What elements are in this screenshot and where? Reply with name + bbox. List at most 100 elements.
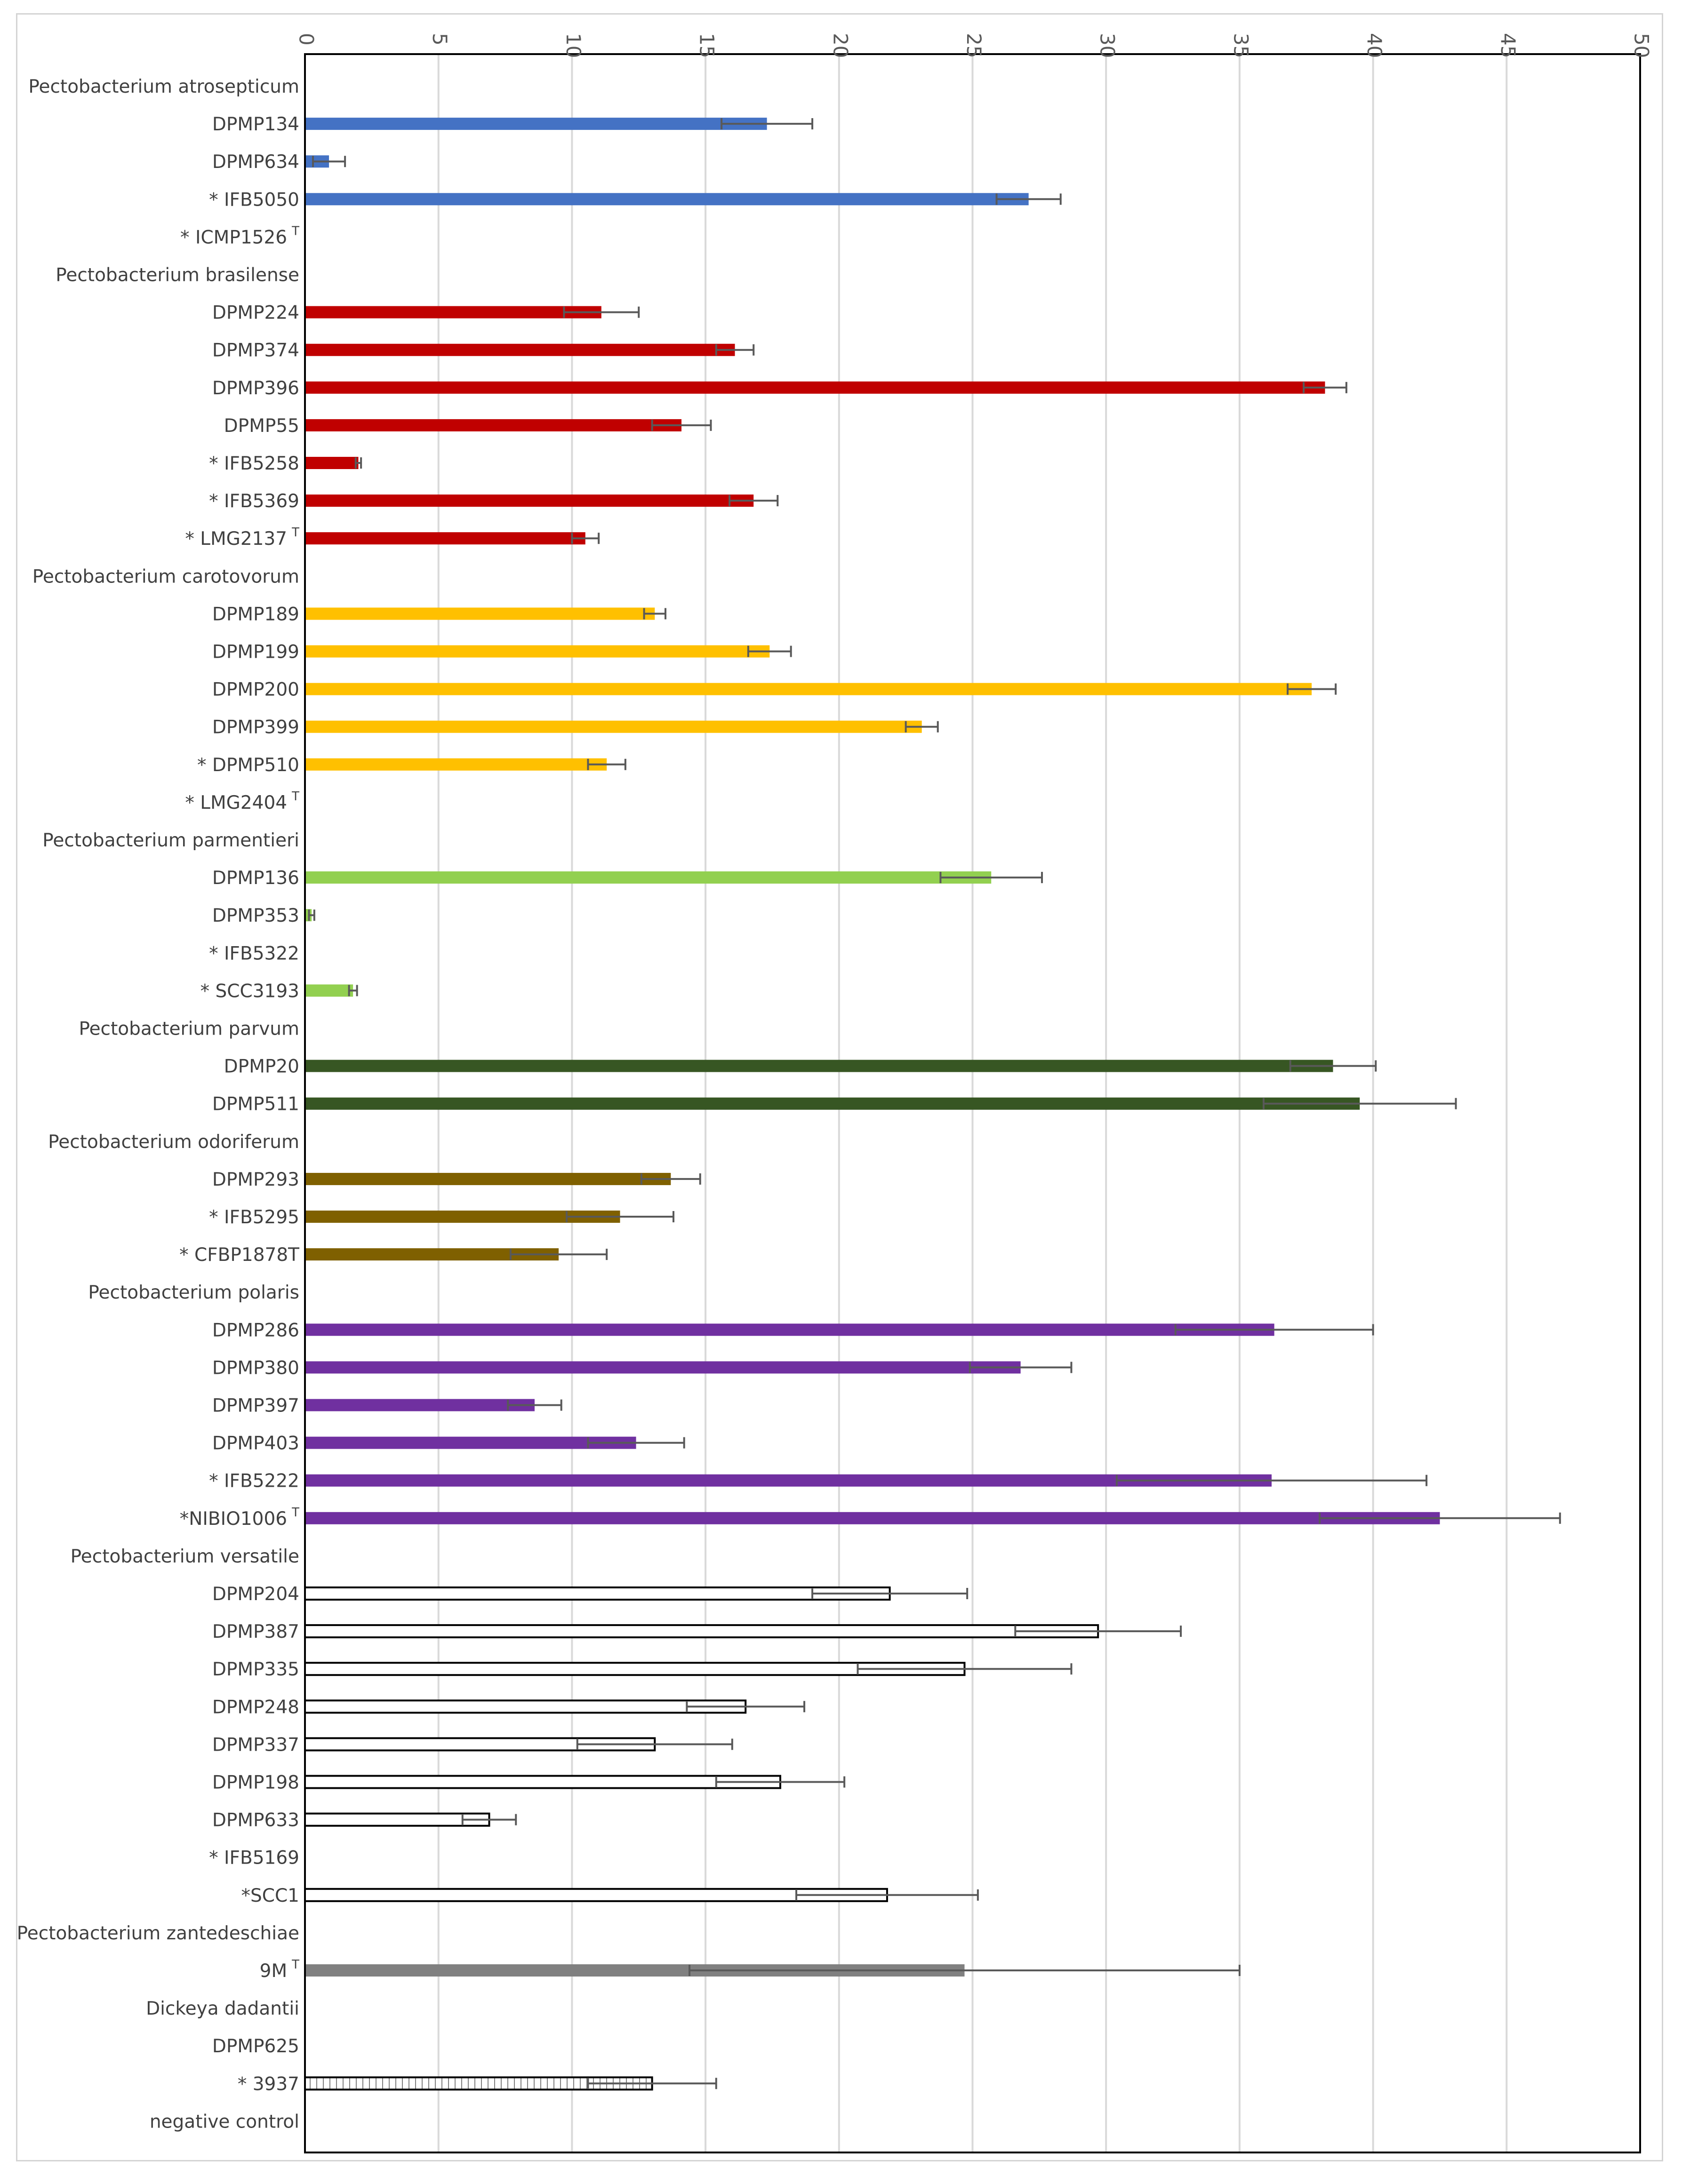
category-label: DPMP387	[212, 1621, 299, 1642]
x-tick-label: 20	[829, 33, 852, 58]
x-tick-label: 30	[1096, 33, 1119, 58]
x-tick-label: 10	[562, 33, 585, 58]
category-label: DPMP204	[212, 1584, 299, 1605]
bar	[305, 1512, 1440, 1524]
bar	[305, 1361, 1021, 1374]
category-label: DPMP399	[212, 717, 299, 738]
bar	[304, 1775, 781, 1789]
group-header-label: Pectobacterium parmentieri	[42, 830, 299, 851]
bar	[305, 1323, 1274, 1336]
group-header-label: Dickeya dadantii	[146, 1998, 299, 2019]
x-tick-label: 45	[1497, 33, 1520, 58]
category-label: * IFB5050	[209, 189, 299, 210]
category-label: DPMP396	[212, 378, 299, 399]
category-label: DPMP248	[212, 1697, 299, 1718]
bar	[305, 984, 353, 997]
category-label: *NIBIO1006 T	[180, 1506, 299, 1530]
x-tick-label: 40	[1363, 33, 1386, 58]
bar	[305, 118, 767, 130]
category-label: * IFB5295	[209, 1207, 299, 1228]
bar	[305, 457, 359, 469]
bar	[305, 683, 1312, 695]
category-label: DPMP337	[212, 1734, 299, 1755]
category-label: * IFB5222	[209, 1471, 299, 1492]
x-tick-label: 15	[696, 33, 719, 58]
category-label: DPMP380	[212, 1357, 299, 1379]
category-label: DPMP335	[212, 1659, 299, 1680]
bar	[305, 1172, 671, 1185]
category-label: * IFB5169	[209, 1848, 299, 1869]
bar	[305, 758, 607, 771]
group-header-label: Pectobacterium zantedeschiae	[17, 1923, 299, 1944]
bar	[305, 607, 655, 620]
bar	[305, 494, 754, 507]
category-label: * IFB5322	[209, 943, 299, 964]
category-label: DPMP353	[212, 905, 299, 926]
category-label: * 3937	[238, 2073, 299, 2095]
x-axis-tick-labels: 0 5 10 15 20 25 30 35 40 45 50	[295, 33, 1653, 58]
x-tick-label: 5	[428, 33, 451, 46]
category-label: DPMP134	[212, 114, 299, 135]
category-label: * LMG2404 T	[185, 789, 299, 813]
category-label: * IFB5369	[209, 491, 299, 512]
category-label: 9M T	[260, 1958, 299, 1982]
category-label: DPMP286	[212, 1320, 299, 1341]
bar	[305, 1474, 1272, 1487]
category-label: * DPMP510	[197, 755, 299, 776]
category-label: DPMP55	[224, 415, 299, 437]
category-label: * IFB5258	[209, 453, 299, 474]
category-label: DPMP293	[212, 1169, 299, 1190]
error-bars	[308, 118, 1561, 2089]
bar	[304, 1699, 747, 1714]
gridlines	[437, 54, 1508, 2152]
bar	[304, 1624, 1099, 1639]
x-tick-label: 0	[295, 33, 318, 46]
chart-frame	[16, 13, 1663, 2161]
group-header-label: Pectobacterium carotovorum	[32, 566, 299, 587]
bar	[305, 871, 992, 884]
bar	[305, 381, 1325, 394]
plot-area-border	[304, 53, 1641, 2153]
category-label: DPMP625	[212, 2036, 299, 2057]
category-label: * CFBP1878T	[179, 1244, 299, 1266]
bars	[304, 118, 1440, 2091]
bar	[305, 1399, 535, 1411]
category-label: DPMP633	[212, 1810, 299, 1831]
bar	[305, 645, 770, 658]
category-label: DPMP403	[212, 1433, 299, 1454]
category-label: DPMP511	[212, 1094, 299, 1115]
group-header-label: Pectobacterium brasilense	[56, 265, 299, 286]
category-label: negative control	[150, 2111, 299, 2132]
bar	[305, 306, 601, 319]
category-label: DPMP199	[212, 642, 299, 663]
category-label: DPMP189	[212, 604, 299, 625]
bar	[305, 419, 682, 431]
category-label: * SCC3193	[200, 980, 299, 1002]
x-tick-label: 35	[1229, 33, 1252, 58]
bar	[305, 343, 735, 356]
category-label: * ICMP1526 T	[180, 224, 299, 248]
category-label: DPMP136	[212, 868, 299, 889]
category-label: *SCC1	[241, 1885, 299, 1906]
plot-area-frame	[304, 53, 1641, 2153]
bar	[305, 532, 585, 545]
bar	[304, 1586, 891, 1601]
category-label: DPMP397	[212, 1395, 299, 1417]
bar	[305, 1436, 636, 1449]
group-header-label: Pectobacterium polaris	[88, 1282, 299, 1303]
bar	[305, 720, 922, 733]
category-label: DPMP374	[212, 340, 299, 361]
category-label: DPMP20	[224, 1056, 299, 1077]
category-label: * LMG2137 T	[185, 526, 299, 550]
bar	[305, 1097, 1360, 1110]
x-tick-label: 25	[962, 33, 985, 58]
group-header-label: Pectobacterium parvum	[79, 1019, 299, 1040]
group-header-label: Pectobacterium odoriferum	[48, 1132, 299, 1153]
x-tick-label: 50	[1630, 33, 1653, 58]
category-label: DPMP198	[212, 1772, 299, 1793]
bar	[305, 1060, 1333, 1072]
bar	[304, 1812, 490, 1827]
category-labels: Pectobacterium atrosepticum DPMP134 DPMP63…	[17, 76, 300, 2132]
group-header-label: Pectobacterium atrosepticum	[28, 76, 299, 97]
